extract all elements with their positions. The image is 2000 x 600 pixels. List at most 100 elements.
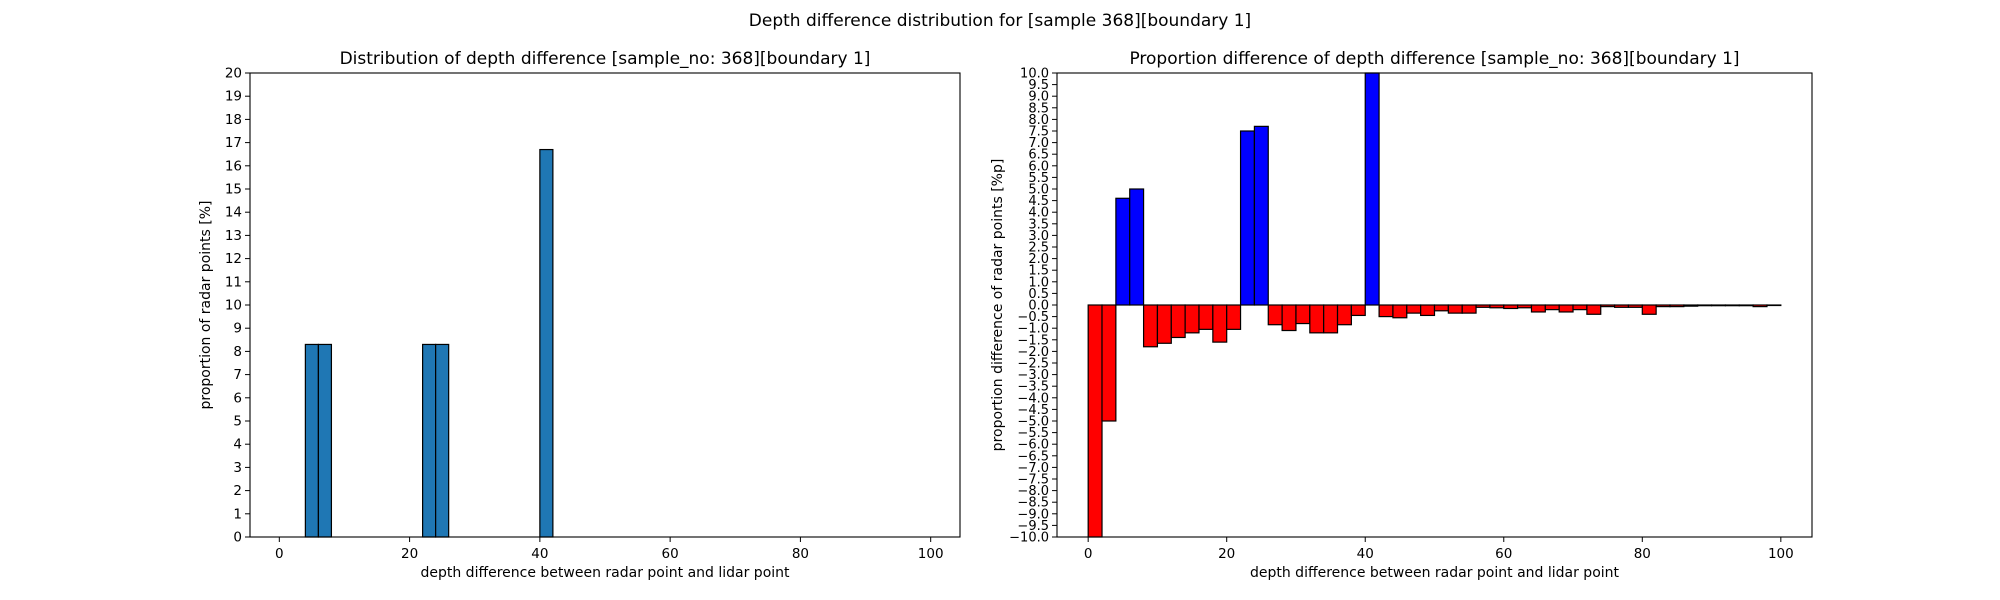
left-y-tick-label: 18	[225, 112, 242, 128]
left-x-axis-label: depth difference between radar point and…	[420, 565, 790, 581]
right-y-ticks: −10.0−9.5−9.0−8.5−8.0−7.5−7.0−6.5−6.0−5.…	[1009, 67, 1057, 546]
right-y-tick-label: −5.5	[1017, 426, 1049, 441]
right-chart-panel: 0 20 40 60 80 100 −10.0−9.5−9.0−8.5−8.0−7.5−7.…	[990, 49, 1813, 581]
right-y-tick-label: −7.5	[1017, 473, 1049, 488]
left-x-tick-label: 80	[792, 546, 809, 562]
right-bar-10	[1226, 304, 1242, 330]
left-y-tick-label: 2	[233, 483, 242, 499]
figure-suptitle: Depth difference distribution for [sampl…	[749, 11, 1251, 31]
right-y-tick-label: −6.5	[1017, 449, 1049, 464]
right-bar-7	[1184, 304, 1200, 334]
right-bar-26	[1447, 304, 1463, 314]
right-y-tick-label: 10.0	[1020, 67, 1049, 82]
right-x-tick-label: 40	[1357, 546, 1374, 562]
left-y-tick-label: 9	[233, 321, 242, 337]
left-bars	[304, 148, 554, 538]
right-bar-3	[1129, 188, 1145, 306]
right-bar-31	[1517, 304, 1533, 309]
right-bar-17	[1323, 304, 1339, 334]
right-chart-title: Proportion difference of depth differenc…	[1129, 49, 1739, 69]
left-y-tick-label: 4	[233, 437, 242, 453]
left-y-tick-label: 13	[225, 228, 242, 244]
right-y-tick-label: 6.0	[1028, 159, 1049, 174]
right-bar-40	[1641, 304, 1657, 315]
right-y-tick-label: 9.0	[1028, 90, 1049, 105]
right-bar-43	[1683, 304, 1699, 307]
right-y-tick-label: 3.0	[1028, 229, 1049, 244]
right-y-tick-label: 5.0	[1028, 183, 1049, 198]
right-bar-46	[1724, 304, 1740, 307]
right-bar-25	[1433, 304, 1449, 312]
right-y-tick-label: 8.5	[1028, 101, 1049, 116]
left-chart-title: Distribution of depth difference [sample…	[340, 49, 871, 69]
left-bar-4	[539, 148, 554, 538]
right-x-ticks: 0 20 40 60 80 100	[1084, 537, 1794, 562]
right-y-tick-label: −8.5	[1017, 496, 1049, 511]
right-bar-48	[1752, 304, 1768, 308]
right-bar-28	[1475, 304, 1491, 308]
left-y-tick-label: 6	[233, 390, 242, 406]
right-bar-49	[1766, 304, 1782, 307]
right-y-tick-label: −0.5	[1017, 310, 1049, 325]
left-y-tick-label: 14	[225, 205, 242, 221]
left-y-tick-label: 11	[225, 274, 242, 290]
left-y-tick-label: 1	[233, 506, 242, 522]
right-y-tick-label: −1.5	[1017, 333, 1049, 348]
left-bar-1	[317, 343, 333, 538]
right-y-tick-label: −9.0	[1017, 507, 1049, 522]
left-y-tick-label: 15	[225, 182, 242, 198]
left-y-tick-label: 0	[233, 530, 242, 546]
left-bar-3	[435, 343, 450, 538]
right-bar-5	[1156, 304, 1172, 344]
right-bar-19	[1350, 304, 1366, 317]
right-y-tick-label: −5.0	[1017, 415, 1049, 430]
right-y-tick-label: 7.0	[1028, 136, 1049, 151]
left-x-ticks: 0 20 40 60 80 100	[275, 537, 944, 562]
right-y-tick-label: −2.0	[1017, 345, 1049, 360]
right-y-tick-label: −7.0	[1017, 461, 1049, 476]
right-bar-30	[1503, 304, 1519, 310]
left-y-tick-label: 3	[233, 460, 242, 476]
right-y-tick-label: −3.0	[1017, 368, 1049, 383]
right-y-tick-label: 0.0	[1028, 299, 1049, 314]
right-bar-36	[1586, 304, 1602, 315]
right-bar-15	[1295, 304, 1311, 325]
right-y-tick-label: 4.5	[1028, 194, 1049, 209]
left-chart-panel: 0 20 40 60 80 1000123456789101112131415161718…	[198, 49, 961, 581]
right-bar-37	[1600, 304, 1616, 308]
left-y-tick-label: 5	[233, 414, 242, 430]
right-y-tick-label: −4.5	[1017, 403, 1049, 418]
right-y-tick-label: −8.0	[1017, 484, 1049, 499]
left-x-tick-label: 0	[275, 546, 284, 562]
left-plot-area	[250, 73, 960, 537]
right-y-tick-label: 6.5	[1028, 148, 1049, 163]
right-y-axis-label: proportion difference of radar points [%…	[990, 159, 1006, 452]
right-y-tick-label: 2.0	[1028, 252, 1049, 267]
right-y-tick-label: 7.5	[1028, 125, 1049, 140]
right-y-tick-label: −6.0	[1017, 438, 1049, 453]
left-bar-2	[422, 343, 437, 538]
left-x-tick-label: 40	[531, 546, 548, 562]
right-y-tick-label: 9.5	[1028, 78, 1049, 93]
right-bar-24	[1420, 304, 1436, 317]
right-bar-33	[1544, 304, 1560, 311]
left-x-tick-label: 20	[401, 546, 418, 562]
right-x-tick-label: 20	[1218, 546, 1235, 562]
right-y-tick-label: 2.5	[1028, 241, 1049, 256]
right-bar-32	[1530, 304, 1546, 313]
right-x-tick-label: 80	[1634, 546, 1651, 562]
right-bar-9	[1212, 304, 1228, 343]
left-y-tick-label: 17	[225, 135, 242, 151]
right-bar-6	[1170, 304, 1186, 339]
left-x-tick-label: 100	[918, 546, 944, 562]
right-bar-38	[1613, 304, 1630, 308]
right-x-tick-label: 60	[1495, 546, 1512, 562]
right-bar-2	[1115, 197, 1131, 306]
right-bar-21	[1378, 304, 1394, 318]
left-y-axis-label: proportion of radar points [%]	[198, 200, 214, 409]
right-bar-18	[1336, 304, 1352, 326]
right-y-tick-label: 0.5	[1028, 287, 1049, 302]
right-bar-35	[1572, 304, 1588, 311]
left-y-tick-label: 19	[225, 89, 242, 105]
